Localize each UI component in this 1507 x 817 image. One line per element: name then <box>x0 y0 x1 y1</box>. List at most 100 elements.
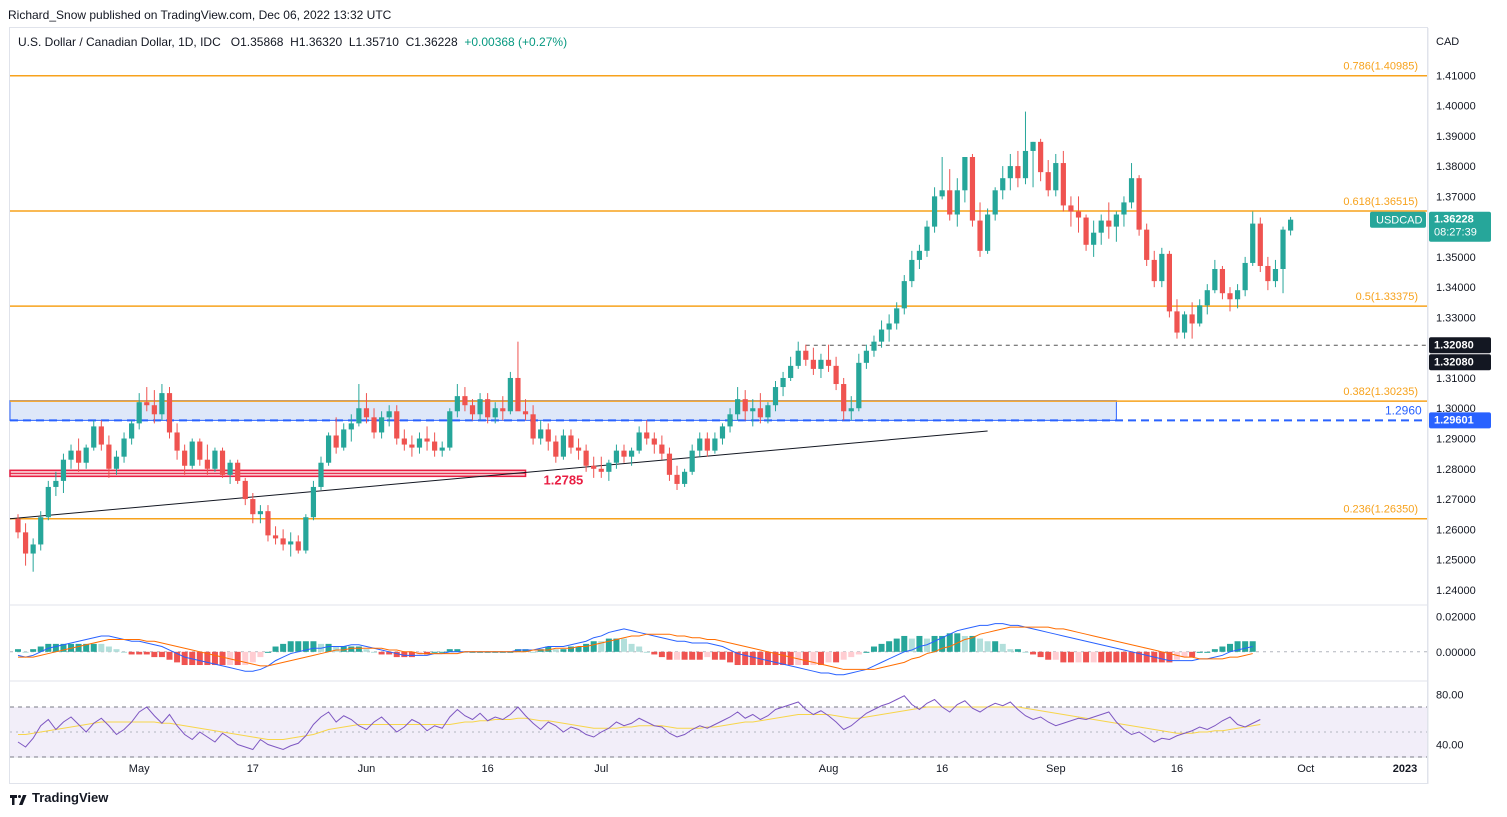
candle-body <box>894 308 900 324</box>
legend-close: C1.36228 <box>405 35 458 49</box>
candle-body <box>227 462 233 475</box>
candle-body <box>295 541 301 551</box>
publisher-line: Richard_Snow published on TradingView.co… <box>8 8 392 22</box>
candle-body <box>750 408 756 412</box>
candle-body <box>575 447 582 451</box>
support-price-tag-bg <box>1429 412 1491 429</box>
candle-body <box>212 450 218 469</box>
macd-histogram-bar <box>158 651 165 658</box>
legend-low: L1.35710 <box>348 35 399 49</box>
candle-body <box>613 450 620 463</box>
candle-body <box>742 399 748 412</box>
macd-histogram-bar <box>234 651 241 666</box>
candle-body <box>1075 211 1082 218</box>
macd-histogram-bar <box>560 649 567 652</box>
candle-body <box>1288 219 1294 231</box>
candle-body <box>765 405 771 418</box>
candle-body <box>447 411 453 448</box>
macd-histogram-bar <box>916 635 923 652</box>
x-tick-label: Oct <box>1297 763 1314 775</box>
candle-body <box>1000 178 1006 191</box>
x-tick-label: 17 <box>247 763 259 775</box>
macd-histogram-bar <box>242 651 249 666</box>
price-tick-label: 1.30000 <box>1436 403 1476 415</box>
candle-body <box>878 329 885 342</box>
macd-histogram-bar <box>446 649 453 652</box>
macd-histogram-bar <box>371 651 378 653</box>
candle-body <box>954 190 960 215</box>
macd-histogram-bar <box>257 651 264 658</box>
macd-histogram-bar <box>280 643 287 652</box>
macd-histogram-bar <box>764 651 771 666</box>
candle-body <box>727 414 733 427</box>
candle-body <box>628 450 635 457</box>
candle-body <box>409 444 415 448</box>
candle-body <box>931 196 938 227</box>
candle-body <box>166 393 173 433</box>
macd-histogram-bar <box>1181 651 1188 658</box>
macd-histogram-bar <box>825 651 832 663</box>
macd-histogram-bar <box>802 651 809 666</box>
macd-histogram-bar <box>401 651 408 658</box>
tradingview-footer[interactable]: TradingView <box>10 790 108 805</box>
candle-body <box>98 426 104 445</box>
candle-body <box>1280 229 1286 269</box>
macd-histogram-bar <box>219 651 226 666</box>
macd-histogram-bar <box>1052 651 1059 660</box>
macd-histogram-bar <box>870 646 877 652</box>
macd-histogram-bar <box>575 646 582 652</box>
last-price-tag-text: 08:27:39 <box>1434 227 1477 239</box>
candle-body <box>977 220 983 251</box>
symbol-tag-text: USDCAD <box>1376 215 1423 227</box>
price-tick-label: 1.35000 <box>1436 252 1476 264</box>
macd-histogram-bar <box>1166 651 1173 663</box>
candle-body <box>1113 214 1119 227</box>
macd-histogram-bar <box>1196 651 1203 653</box>
macd-histogram-bar <box>30 649 37 652</box>
candle-body <box>136 402 142 424</box>
x-tick-label: Jun <box>358 763 376 775</box>
candle-body <box>159 393 165 415</box>
candle-body <box>204 459 210 469</box>
candle-body <box>500 408 506 412</box>
candle-body <box>197 441 203 460</box>
macd-histogram-bar <box>204 651 211 666</box>
candle-body <box>1212 269 1218 291</box>
macd-histogram-bar <box>60 643 67 652</box>
candle-body <box>757 408 763 418</box>
macd-tick-label: 0.00000 <box>1436 647 1476 659</box>
fib-level-label: 0.382(1.30235) <box>1343 386 1418 398</box>
candle-body <box>803 350 809 360</box>
candle-body <box>76 450 82 463</box>
candle-body <box>735 399 741 415</box>
candle-body <box>1098 220 1104 233</box>
candle-body <box>1166 253 1172 312</box>
candle-body <box>530 414 536 439</box>
candle-body <box>886 323 892 330</box>
candle-body <box>568 435 574 448</box>
candle-body <box>189 441 195 466</box>
macd-histogram-bar <box>840 651 847 660</box>
macd-histogram-bar <box>439 651 446 653</box>
fib-level-label: 0.618(1.36515) <box>1343 196 1418 208</box>
candle-body <box>386 411 392 418</box>
candle-body <box>538 429 544 439</box>
macd-histogram-bar <box>249 651 256 663</box>
macd-histogram-bar <box>689 651 696 660</box>
macd-histogram-bar <box>984 641 991 652</box>
x-tick-label: 16 <box>936 763 948 775</box>
macd-histogram-bar <box>613 638 620 652</box>
macd-histogram-bar <box>1211 649 1218 652</box>
candle-body <box>719 426 726 439</box>
macd-histogram-bar <box>121 651 128 653</box>
candle-body <box>151 405 157 415</box>
candle-body <box>682 471 688 484</box>
macd-histogram-bar <box>583 643 590 652</box>
macd-histogram-bar <box>348 646 355 652</box>
fib-level-label: 0.5(1.33375) <box>1356 291 1418 303</box>
macd-histogram-bar <box>1234 641 1241 652</box>
candle-body <box>91 426 97 448</box>
candle-body <box>553 441 559 457</box>
symbol-legend[interactable]: U.S. Dollar / Canadian Dollar, 1D, IDC O… <box>18 35 567 49</box>
